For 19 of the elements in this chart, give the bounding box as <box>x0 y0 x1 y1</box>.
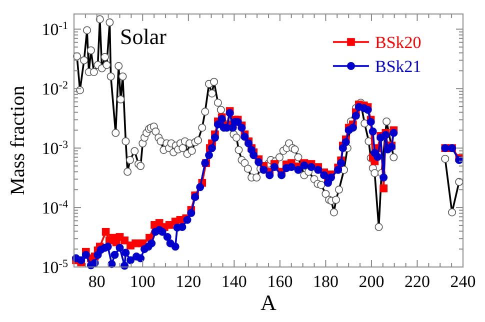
y-axis-title: Mass fraction <box>7 86 29 196</box>
x-tick-label: 160 <box>267 272 293 291</box>
y-tick-label: 10$^{-3}$ <box>42 139 68 158</box>
x-tick-label: 140 <box>221 272 247 291</box>
x-tick-label: 80 <box>88 272 106 291</box>
y-tick-label: 10$^{-5}$ <box>42 258 68 277</box>
legend-label: BSk21 <box>375 57 422 76</box>
y-tick-label: 10$^{-4}$ <box>42 198 68 218</box>
x-tick-label: 180 <box>312 272 338 291</box>
series-label: Solar <box>120 24 168 49</box>
x-axis-title: A <box>260 290 277 315</box>
x-tick-label: 100 <box>130 272 156 291</box>
y-tick-label: 10$^{-2}$ <box>42 80 68 99</box>
x-tick-label: 240 <box>450 272 476 291</box>
x-tick-label: 220 <box>404 272 430 291</box>
y-tick-label: 10$^{-1}$ <box>42 20 68 40</box>
x-tick-label: 200 <box>358 272 384 291</box>
x-tick-label: 120 <box>176 272 202 291</box>
legend-label: BSk20 <box>375 33 422 52</box>
